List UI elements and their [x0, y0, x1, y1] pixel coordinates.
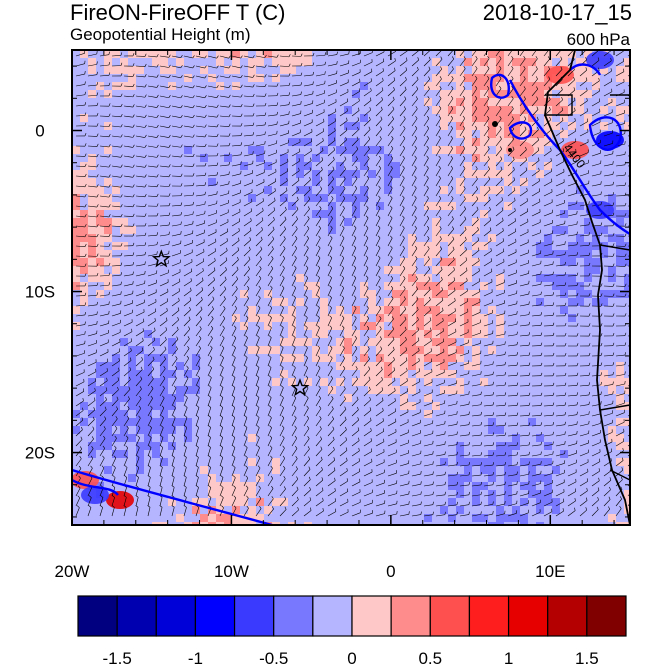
wind-barbs-layer [75, 50, 630, 517]
plot-frame [71, 49, 631, 526]
colorbar-swatch [273, 595, 314, 637]
colorbar-swatch [233, 595, 275, 637]
colorbar-swatch [155, 595, 197, 637]
colorbar-swatch [351, 595, 392, 637]
colorbar-swatch [429, 595, 471, 637]
colorbar-label: 0.5 [418, 649, 442, 667]
colorbar-swatch [390, 595, 431, 637]
map-subtitle: Geopotential Height (m) [70, 25, 251, 44]
colorbar-label: -1 [188, 649, 203, 667]
colorbar-label: 1 [504, 649, 513, 667]
colorbar-swatch [507, 595, 549, 637]
colorbar-label: -1.5 [102, 649, 131, 667]
colorbar-swatch [468, 595, 510, 637]
plot-area: 4400 [72, 50, 630, 525]
map-title: FireON-FireOFF T (C) [70, 0, 286, 25]
lat-tick-label: 10S [25, 283, 55, 302]
coastline-layer [492, 50, 630, 525]
colorbar-swatch [312, 595, 353, 637]
lat-tick-label: 0 [35, 122, 44, 141]
site-star-marker [290, 378, 310, 397]
lon-tick-label: 0 [386, 562, 395, 581]
colorbar-swatch [194, 595, 236, 637]
map-datetime: 2018-10-17_15 [482, 0, 632, 25]
axis-ticks [71, 50, 630, 525]
lon-tick-label: 20W [55, 562, 90, 581]
lat-tick-label: 20S [25, 444, 55, 463]
lon-tick-label: 10E [535, 562, 565, 581]
pressure-level: 600 hPa [566, 30, 630, 49]
site-markers [151, 249, 310, 397]
colorbar-label: 0 [347, 649, 356, 667]
colorbar-swatch [586, 595, 627, 637]
colorbar-label: -0.5 [259, 649, 288, 667]
colorbar-swatch [547, 595, 588, 637]
colorbar-swatch [116, 595, 157, 637]
colorbar-swatch [77, 595, 118, 637]
colorbar-label: 1.5 [575, 649, 599, 667]
lon-tick-label: 10W [214, 562, 249, 581]
colorbar: -1.5 -1 -0.5 0 0.5 1 1.5 [77, 595, 627, 667]
site-star-marker [151, 249, 171, 268]
